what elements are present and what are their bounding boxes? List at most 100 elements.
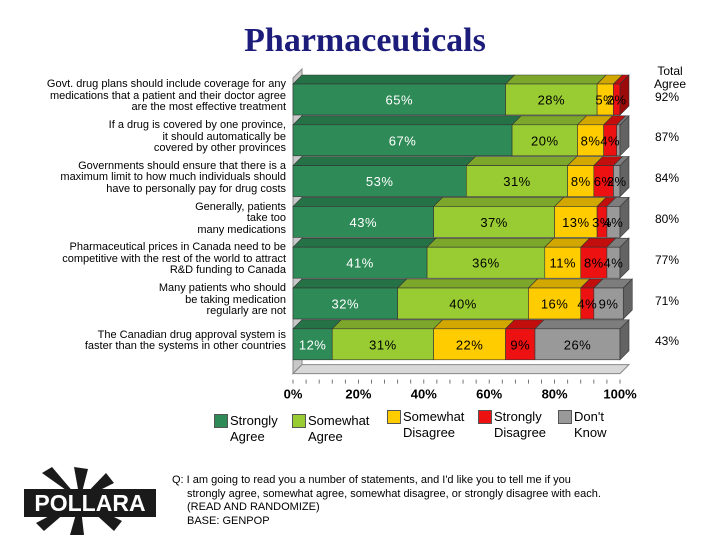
data-label: 8% [571, 174, 591, 189]
bar-top-strongly-agree [292, 237, 437, 248]
data-label: 9% [599, 297, 619, 312]
statement-line: competitive with the rest of the world t… [62, 252, 286, 265]
data-label: 12% [299, 337, 327, 352]
data-label: 2% [607, 174, 627, 189]
statement-line: many medications [197, 223, 286, 236]
legend-label-line: Agree [308, 429, 343, 444]
data-label: 41% [346, 256, 374, 271]
data-label: 4% [604, 215, 624, 230]
data-label: 3% [592, 215, 612, 230]
legend-label-line: Agree [230, 429, 265, 444]
data-label: 11% [549, 256, 576, 271]
footnote-line-1: Q: I am going to read you a number of st… [172, 474, 571, 486]
bar-segment-strongly-disagree [505, 328, 536, 361]
statement-line: take too [246, 212, 286, 225]
pollara-logo: POLLARA [24, 467, 156, 535]
legend-label-line: Disagree [494, 425, 547, 440]
total-agree-value: 92% [655, 89, 680, 104]
footnote: Q: I am going to read you a number of st… [172, 474, 601, 528]
total-agree-value: 80% [655, 211, 680, 226]
statement-line: faster than the systems in other countri… [84, 340, 286, 353]
data-label: 4% [577, 297, 597, 312]
bar-segment-strongly-agree [292, 83, 506, 116]
bar-segment-strongly-agree [292, 328, 333, 361]
legend-label: Strongly Agree [230, 413, 278, 445]
statement-line: be taking medication [185, 293, 286, 306]
legend-label-line: Strongly [230, 413, 278, 428]
data-label: 5% [595, 93, 615, 108]
legend-label-line: Somewhat [308, 413, 370, 428]
data-label: 22% [456, 337, 484, 352]
data-label: 9% [510, 337, 530, 352]
total-agree-value: 71% [655, 293, 680, 308]
legend-swatch [292, 414, 306, 428]
x-tick-label: 80% [542, 387, 568, 400]
data-label: 8% [584, 256, 604, 271]
bar-segment-strongly-agree [292, 287, 398, 320]
legend-swatch [558, 410, 572, 424]
statement-label: If a drug is covered by one province, it … [2, 120, 286, 155]
bar-segment-strongly-agree [292, 165, 467, 197]
statement-line: Govt. drug plans should include coverage… [46, 78, 286, 91]
legend-label-line: Know [574, 425, 607, 440]
statement-label: Many patients who should be taking medica… [2, 283, 286, 318]
bar-segment-somewhat-disagree [554, 206, 598, 238]
bar-top-somewhat-agree [432, 197, 565, 207]
data-label: 53% [366, 174, 394, 189]
bar-segment-somewhat-disagree [433, 328, 506, 361]
bar-top-somewhat-disagree [527, 278, 591, 289]
legend-label: Don't Know [574, 409, 607, 441]
data-label: 6% [594, 174, 614, 189]
statement-line: The Canadian drug approval system is [97, 328, 286, 341]
statement-label: Pharmaceutical prices in Canada need to … [2, 242, 286, 277]
data-label: 31% [369, 337, 397, 352]
data-label: 2% [607, 93, 627, 108]
statement-label: The Canadian drug approval system is fast… [2, 328, 286, 353]
statement-line: maximum limit to how much individuals sh… [60, 171, 286, 184]
bar-segment-strongly-agree [292, 206, 434, 238]
statement-line: Generally, patients [195, 200, 286, 213]
statement-label: Generally, patients take too many medicati… [2, 200, 286, 237]
statement-label: Governments should ensure that there is … [2, 159, 286, 196]
data-label: 13% [562, 215, 590, 230]
bar-top-somewhat-agree [465, 156, 578, 166]
bar-end-face [619, 196, 630, 239]
bar-top-strongly-agree [292, 156, 477, 166]
bar-segment-don-t-know [593, 287, 624, 320]
statement-line: regularly are not [206, 305, 287, 318]
plot-floor [291, 364, 631, 375]
bar-end-face [619, 74, 630, 116]
bar-end-face [619, 115, 630, 157]
legend-label: Somewhat Disagree [403, 409, 464, 441]
bar-top-somewhat-agree [331, 319, 444, 330]
legend-label-line: Don't [574, 409, 604, 424]
x-tick-label: 100% [603, 387, 637, 400]
bar-top-somewhat-agree [426, 237, 555, 248]
statement-line: Governments should ensure that there is … [78, 159, 286, 172]
bar-segment-strongly-disagree [580, 246, 608, 279]
footnote-line-4: BASE: GENPOP [187, 514, 270, 527]
bar-end-face [619, 155, 630, 198]
data-label: 65% [386, 93, 414, 108]
data-label: 43% [350, 215, 378, 230]
x-tick-label: 0% [284, 387, 303, 400]
data-label: 67% [389, 133, 417, 148]
total-agree-value: 87% [655, 130, 680, 145]
footnote-line-2: strongly agree, somewhat agree, somewhat… [187, 487, 601, 500]
statement-line: it should automatically be [162, 130, 286, 143]
data-label: 32% [332, 297, 360, 312]
data-label: 28% [538, 93, 566, 108]
data-label: 20% [531, 133, 559, 148]
bar-segment-somewhat-agree [511, 124, 578, 157]
bar-segment-somewhat-agree [331, 328, 434, 361]
legend-label: Somewhat Agree [308, 413, 369, 445]
statement-line: If a drug is covered by one province, [108, 119, 286, 132]
data-label: 8% [581, 133, 601, 148]
footnote-line-3: (READ AND RANDOMIZE) [187, 501, 320, 513]
bar-segment-somewhat-disagree [577, 124, 604, 157]
bar-top-strongly-agree [292, 115, 522, 126]
statement-line: are the most effective treatment [131, 101, 286, 114]
statement-line: Many patients who should [158, 282, 286, 295]
data-label: 26% [564, 337, 592, 352]
legend-label: Strongly Disagree [494, 409, 546, 441]
